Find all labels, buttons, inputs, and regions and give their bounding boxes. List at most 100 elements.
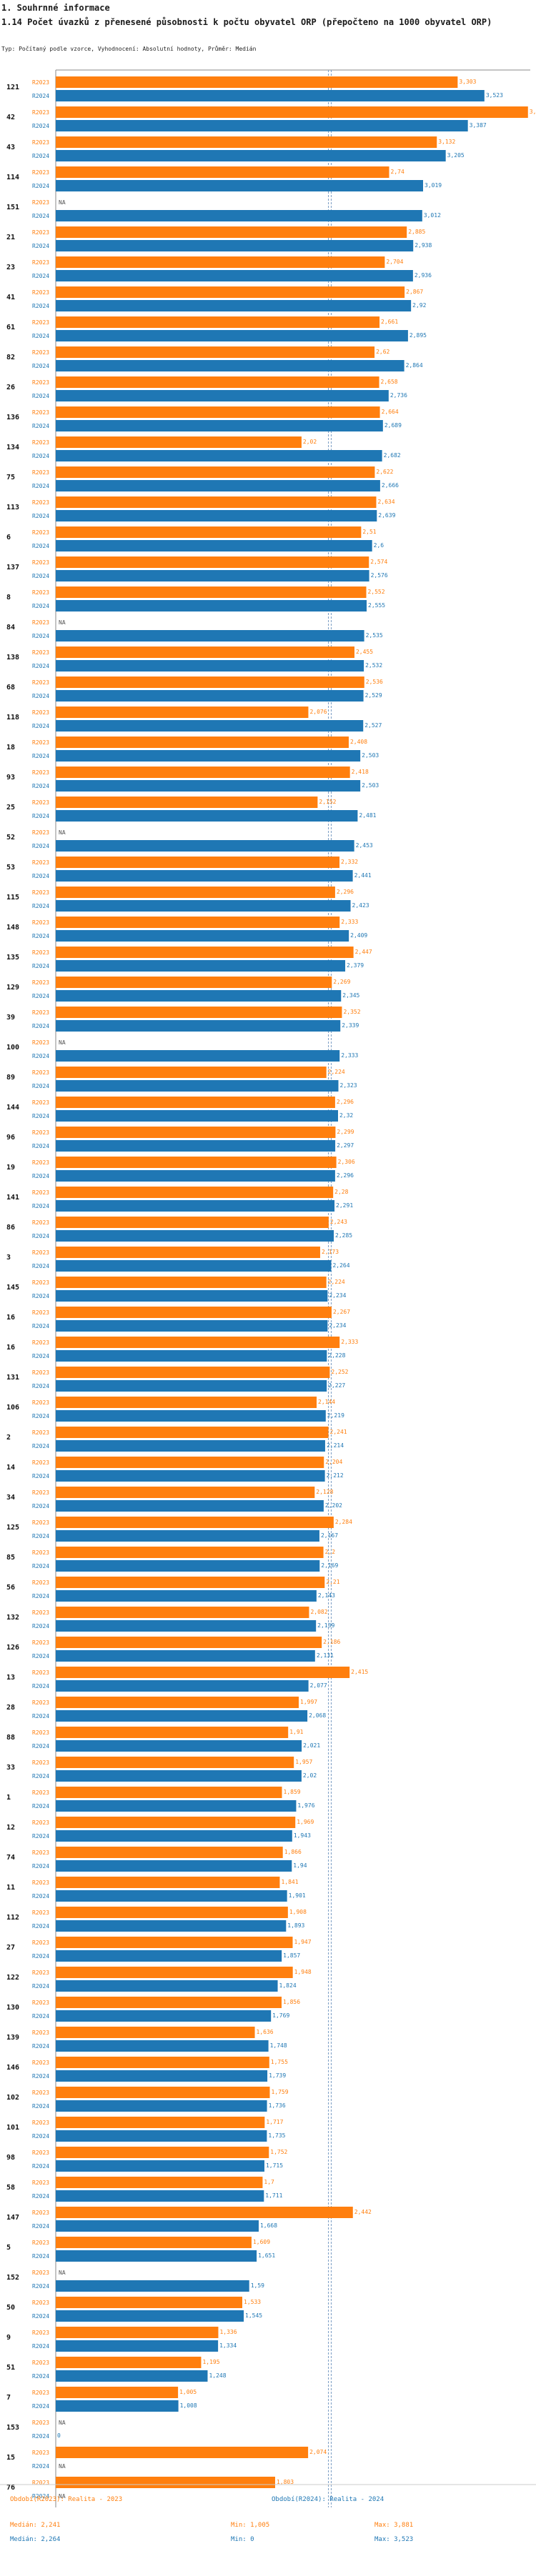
series-label-r2024: R2024	[32, 1563, 49, 1569]
bar-r2024	[56, 1500, 324, 1512]
data-label: 2,128	[316, 1489, 333, 1495]
series-label-r2024: R2024	[32, 1833, 49, 1839]
category-label: 42	[6, 114, 15, 121]
bar-r2023	[56, 106, 528, 118]
series-label-r2023: R2023	[32, 709, 49, 716]
series-label-r2024: R2024	[32, 543, 49, 549]
bar-r2023	[56, 1337, 340, 1348]
bar-r2024	[56, 900, 351, 912]
series-label-r2024: R2024	[32, 1713, 49, 1719]
data-label: 1,901	[289, 1892, 306, 1899]
bar-r2024	[56, 690, 364, 702]
series-label-r2024: R2024	[32, 2283, 49, 2290]
data-label: 2,332	[341, 859, 358, 865]
bar-r2023	[56, 1487, 315, 1498]
data-label: 2,455	[356, 649, 373, 655]
bar-r2023	[56, 917, 340, 928]
category-label: 34	[6, 1494, 15, 1502]
data-label: 1,841	[281, 1879, 298, 1885]
category-label: 147	[6, 2214, 19, 2222]
data-label: 1,893	[287, 1922, 304, 1929]
series-label-r2024: R2024	[32, 2043, 49, 2050]
series-label-r2023: R2023	[32, 1189, 49, 1196]
data-label: 2,6	[374, 542, 384, 549]
bar-r2023	[56, 2027, 255, 2038]
data-label: 2,021	[303, 1742, 320, 1749]
category-label: 112	[6, 1914, 19, 1922]
category-label: 84	[6, 624, 15, 631]
bar-r2024	[56, 660, 364, 672]
data-label: 1,334	[219, 2342, 237, 2349]
category-label: 101	[6, 2124, 19, 2132]
bar-r2024	[56, 1680, 309, 1692]
series-label-r2023: R2023	[32, 1970, 49, 1976]
bar-r2024	[56, 150, 446, 161]
series-label-r2024: R2024	[32, 1953, 49, 1960]
data-label: 2,345	[342, 992, 359, 999]
series-label-r2024: R2024	[32, 333, 49, 339]
data-label: 2,131	[317, 1652, 334, 1659]
data-label: 2,02	[303, 439, 317, 445]
series-label-r2023: R2023	[32, 1549, 49, 1556]
category-label: 8	[6, 594, 11, 601]
bar-r2024	[56, 720, 364, 732]
series-label-r2023: R2023	[32, 1279, 49, 1286]
data-label: 2,704	[386, 259, 403, 265]
bar-r2024	[56, 1770, 302, 1782]
bar-r2024	[56, 2220, 259, 2232]
series-label-r2024: R2024	[32, 2163, 49, 2170]
bar-r2024	[56, 1530, 319, 1542]
bar-r2023	[56, 1277, 327, 1288]
bar-r2024	[56, 1230, 334, 1242]
series-label-r2023: R2023	[32, 2300, 49, 2306]
data-label: 1,943	[294, 1832, 311, 1839]
series-label-r2023: R2023	[32, 1039, 49, 1046]
data-label: 2,689	[384, 422, 402, 429]
bar-r2023	[56, 166, 389, 178]
data-label: 2,682	[384, 452, 401, 459]
data-label: 1,739	[269, 2072, 286, 2079]
category-label: 135	[6, 954, 19, 962]
series-label-r2023: R2023	[32, 2240, 49, 2246]
bar-r2023	[56, 2327, 219, 2338]
data-label: 2,241	[330, 1429, 347, 1435]
category-label: 102	[6, 2094, 19, 2102]
data-label: 2,333	[341, 1052, 358, 1059]
category-label: 152	[6, 2274, 19, 2282]
data-label: 1,748	[270, 2042, 287, 2049]
data-label: 2,068	[309, 1712, 326, 1719]
bar-r2023	[56, 1607, 309, 1618]
category-label: 43	[6, 144, 15, 151]
data-label: 2,306	[338, 1159, 355, 1165]
data-label: 1,857	[283, 1952, 300, 1959]
data-label: 2,574	[370, 559, 387, 565]
bar-r2023	[56, 1517, 334, 1528]
bar-r2023	[56, 647, 354, 658]
bar-r2023	[56, 1457, 324, 1468]
bar-r2024	[56, 360, 405, 371]
bar-r2024	[56, 2160, 264, 2172]
data-label: 2,297	[337, 1142, 354, 1149]
bar-r2024	[56, 1290, 328, 1302]
category-label: 13	[6, 1674, 15, 1682]
bar-r2024	[56, 1380, 327, 1392]
bar-r2023	[56, 1697, 299, 1708]
data-label: 2,169	[321, 1562, 338, 1569]
data-label: 2,74	[391, 169, 405, 175]
series-label-r2024: R2024	[32, 1353, 49, 1359]
data-label: 2,639	[378, 512, 395, 519]
data-label: 1,859	[284, 1789, 301, 1795]
series-label-r2023: R2023	[32, 1309, 49, 1316]
series-label-r2024: R2024	[32, 1443, 49, 1449]
series-label-r2024: R2024	[32, 2403, 49, 2410]
data-label: 2,453	[356, 842, 373, 849]
bar-r2024	[56, 960, 346, 972]
category-label: 6	[6, 534, 11, 541]
series-label-r2023: R2023	[32, 2330, 49, 2336]
data-label: 2,379	[347, 962, 364, 969]
data-label: 2,296	[337, 889, 354, 895]
data-label: 2,284	[335, 1519, 352, 1525]
data-label: 2,219	[327, 1412, 344, 1419]
bar-r2024	[56, 1080, 339, 1092]
bar-r2023	[56, 406, 380, 418]
